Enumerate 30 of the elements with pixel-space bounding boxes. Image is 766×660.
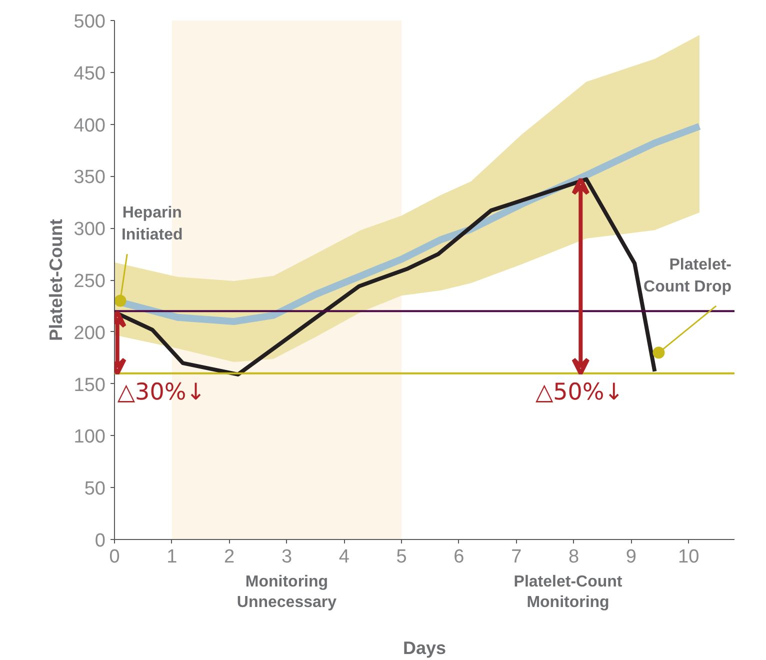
x-tick-label: 9 bbox=[626, 546, 636, 568]
x-axis-title: Days bbox=[402, 638, 446, 658]
y-tick-label: 150 bbox=[74, 374, 106, 396]
x-tick-label: 8 bbox=[568, 546, 580, 568]
x-tick-label: 1 bbox=[166, 546, 178, 568]
x-tick-label: 0 bbox=[109, 546, 120, 568]
y-tick-label: 350 bbox=[74, 167, 106, 188]
y-tick-label: 450 bbox=[74, 63, 106, 84]
annotation: Heparin Initiated bbox=[121, 204, 183, 244]
text: Platelet-Count Monitoring bbox=[514, 574, 623, 611]
x-tick-label: 10 bbox=[678, 546, 700, 568]
y-tick-label: 100 bbox=[74, 426, 106, 448]
x-tick-label: 5 bbox=[396, 546, 407, 568]
y-tick-label: 250 bbox=[74, 271, 106, 292]
x-tick-label: 7 bbox=[511, 546, 522, 568]
y-tick-label: 400 bbox=[74, 115, 106, 136]
annotation: △30%↓ bbox=[117, 379, 206, 406]
y-tick-label: 300 bbox=[74, 219, 106, 240]
x-tick-label: 3 bbox=[281, 546, 292, 568]
x-tick-label: 2 bbox=[224, 546, 235, 568]
annotation: △50%↓ bbox=[535, 379, 624, 406]
x-tick-label: 6 bbox=[454, 546, 464, 568]
y-axis-title: Platelet-Count bbox=[46, 218, 66, 341]
x-tick-label: 4 bbox=[338, 546, 350, 568]
y-tick-label: 500 bbox=[74, 12, 106, 32]
band-label: Monitoring Unnecessary bbox=[236, 574, 337, 611]
y-tick-label: 50 bbox=[84, 478, 106, 500]
y-tick-label: 0 bbox=[94, 530, 106, 552]
y-tick-label: 200 bbox=[74, 322, 106, 344]
annotation: Platelet- Count Drop bbox=[644, 256, 732, 296]
